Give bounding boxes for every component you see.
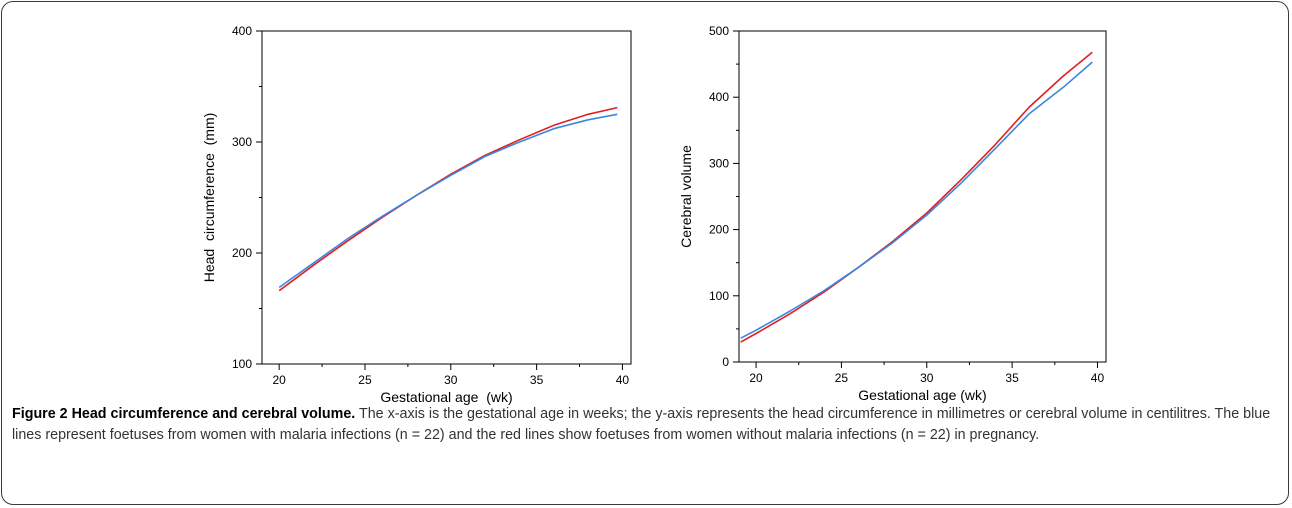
x-tick-label: 40 xyxy=(1091,371,1105,385)
x-axis-title: Gestational age (wk) xyxy=(380,389,512,405)
y-tick-label: 200 xyxy=(232,246,252,260)
x-tick-label: 20 xyxy=(749,371,763,385)
x-tick-label: 30 xyxy=(444,373,458,387)
y-tick-label: 500 xyxy=(709,24,729,38)
y-tick-label: 400 xyxy=(709,90,729,104)
y-tick-label: 100 xyxy=(232,357,252,371)
y-tick-label: 200 xyxy=(709,223,729,237)
x-tick-label: 35 xyxy=(1005,371,1019,385)
x-axis-title: Gestational age (wk) xyxy=(858,387,986,403)
y-axis-title: Cerebral volume xyxy=(678,145,694,248)
series-line-red xyxy=(278,106,618,292)
y-tick-label: 100 xyxy=(709,289,729,303)
plot-frame xyxy=(738,30,1107,363)
y-tick-label: 300 xyxy=(232,135,252,149)
y-tick-label: 0 xyxy=(722,355,729,369)
y-tick-label: 300 xyxy=(709,156,729,170)
x-tick-label: 20 xyxy=(272,373,286,387)
series-line-blue xyxy=(740,61,1093,339)
series-line-red xyxy=(740,51,1093,343)
y-axis-title: Head circumference (mm) xyxy=(201,113,217,283)
x-tick-label: 25 xyxy=(835,371,849,385)
x-tick-label: 25 xyxy=(358,373,372,387)
x-tick-label: 35 xyxy=(530,373,544,387)
figure-caption: Figure 2 Head circumference and cerebral… xyxy=(12,404,1278,446)
series-line-blue xyxy=(278,113,618,289)
x-tick-label: 30 xyxy=(920,371,934,385)
y-tick-label: 400 xyxy=(232,24,252,38)
x-tick-label: 40 xyxy=(616,373,630,387)
caption-text: The x-axis is the gestational age in wee… xyxy=(12,406,1271,443)
caption-title: Figure 2 Head circumference and cerebral… xyxy=(12,406,356,422)
